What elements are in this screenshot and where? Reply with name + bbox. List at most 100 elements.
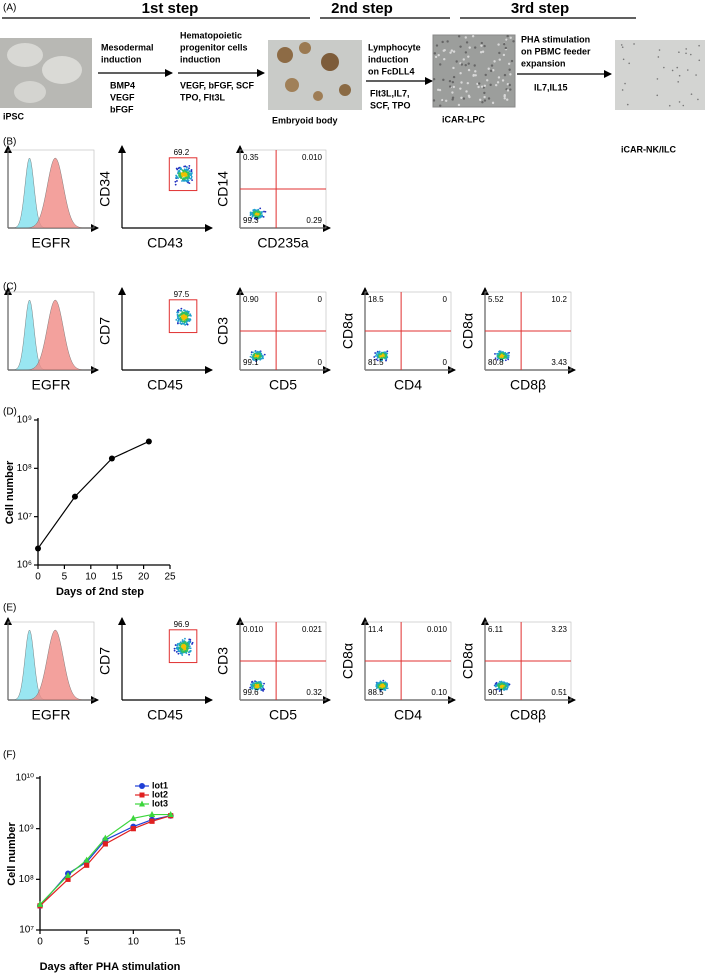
x-tick-label: 15 [112, 572, 124, 583]
event-dot [179, 167, 182, 169]
event-dot [254, 680, 256, 683]
body [285, 78, 299, 92]
event-dot [179, 314, 182, 316]
event-dot [187, 171, 190, 174]
event-dot [497, 354, 500, 357]
stage-label: Embryoid body [272, 115, 338, 125]
cell-texture [439, 104, 442, 107]
cell-texture [506, 89, 510, 92]
transition-title: expansion [521, 58, 566, 68]
cell-texture [452, 50, 456, 53]
quadrant-value: 0 [318, 295, 323, 304]
x-tick-label: 0 [35, 572, 41, 583]
event-dot [186, 177, 189, 180]
event-dot [259, 358, 262, 361]
event-dot [174, 183, 177, 186]
cell-texture [671, 69, 674, 72]
cell-texture [450, 49, 454, 52]
event-dot [186, 312, 189, 315]
x-axis-label: CD5 [269, 377, 297, 393]
event-dot [386, 684, 389, 687]
event-dot [259, 207, 262, 210]
cell-texture [438, 88, 442, 92]
event-dot [255, 215, 257, 217]
cell-texture [668, 104, 671, 107]
event-dot [503, 688, 506, 691]
event-dot [384, 354, 387, 357]
event-dot [176, 180, 178, 182]
transition-title: induction [368, 54, 409, 64]
cell-texture [472, 74, 475, 77]
cell-texture [459, 45, 462, 48]
cell-texture [621, 46, 624, 49]
event-dot [178, 174, 181, 177]
cell-texture [439, 63, 442, 66]
x-axis-label: CD45 [147, 377, 183, 393]
cell-texture [459, 72, 462, 75]
cell-texture [483, 91, 486, 95]
cell-texture [491, 101, 495, 105]
event-dot [386, 350, 389, 353]
flow-plot: CD8β CD8α 6.11 3.23 90.1 0.51 [460, 617, 576, 723]
cell-texture [633, 43, 635, 45]
transition-title: Lymphocyte [368, 42, 421, 52]
event-dot [183, 174, 186, 176]
cell-texture [460, 63, 464, 66]
event-dot [252, 355, 254, 358]
event-dot [508, 683, 511, 686]
cell-texture [506, 98, 509, 101]
event-dot [499, 688, 502, 691]
event-dot [374, 352, 377, 354]
quadrant-value: 0.10 [431, 688, 447, 697]
event-dot [502, 681, 505, 684]
factor: SCF, TPO [370, 100, 411, 110]
event-dot [176, 315, 179, 318]
event-dot [188, 645, 191, 648]
event-dot [507, 358, 510, 361]
event-dot [189, 638, 192, 641]
quadrant-value: 0.90 [243, 295, 259, 304]
event-dot [377, 352, 380, 354]
event-dot [259, 355, 261, 358]
event-dot [250, 683, 253, 686]
event-dot [251, 686, 254, 688]
event-dot [184, 637, 186, 640]
transition-title: Hematopoietic [180, 30, 242, 40]
event-dot [181, 175, 184, 178]
event-dot [189, 647, 192, 650]
event-dot [189, 314, 192, 317]
event-dot [380, 356, 383, 359]
event-dot [378, 350, 381, 353]
event-dot [185, 313, 188, 316]
factor: BMP4 [110, 80, 135, 90]
event-dot [255, 682, 257, 685]
x-axis-label: CD4 [394, 377, 422, 393]
cell-texture [468, 46, 471, 49]
y-axis-label: CD8α [340, 643, 356, 679]
cell-texture [510, 59, 514, 63]
data-point [145, 438, 152, 445]
cell-texture [498, 58, 501, 61]
event-dot [378, 684, 381, 687]
flow-plot: EGFR [4, 287, 99, 393]
cell-texture [477, 85, 480, 89]
event-dot [176, 313, 179, 316]
event-dot [252, 682, 255, 685]
event-dot [176, 643, 179, 646]
event-dot [187, 181, 189, 184]
event-dot [186, 642, 189, 645]
cell-texture [502, 53, 506, 57]
event-dot [503, 356, 506, 359]
event-dot [188, 165, 191, 167]
cell-texture [483, 99, 487, 102]
series-line [39, 815, 171, 907]
event-dot [257, 217, 260, 220]
y-axis-label: CD3 [215, 317, 231, 345]
gate [168, 157, 198, 192]
body [277, 47, 293, 63]
flow-plot: CD8β CD8α 5.52 10.2 80.8 3.43 [460, 287, 576, 393]
cell-texture [498, 51, 501, 55]
event-dot [175, 167, 178, 170]
cell-texture [444, 99, 448, 102]
event-dot [176, 311, 178, 314]
